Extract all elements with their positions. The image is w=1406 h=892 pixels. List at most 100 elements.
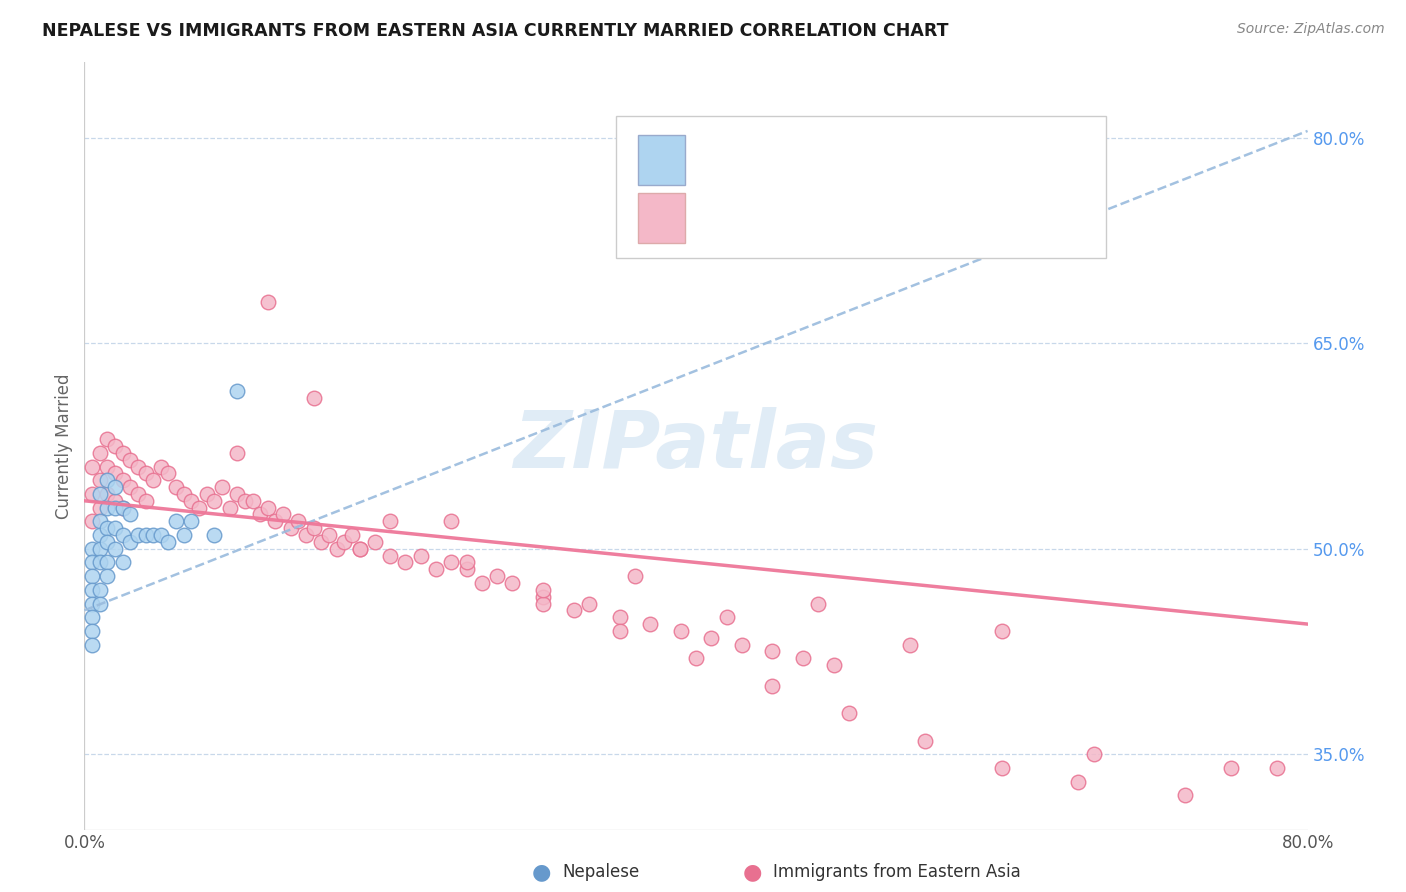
Point bbox=[991, 761, 1014, 775]
Point bbox=[111, 500, 134, 515]
Point bbox=[1174, 789, 1197, 803]
Point bbox=[89, 528, 111, 542]
Point bbox=[127, 487, 149, 501]
Point bbox=[1083, 747, 1105, 762]
Point bbox=[188, 500, 211, 515]
Point bbox=[96, 473, 118, 487]
Point bbox=[531, 582, 554, 597]
Point bbox=[111, 446, 134, 460]
Text: NEPALESE VS IMMIGRANTS FROM EASTERN ASIA CURRENTLY MARRIED CORRELATION CHART: NEPALESE VS IMMIGRANTS FROM EASTERN ASIA… bbox=[42, 22, 949, 40]
Point bbox=[609, 624, 631, 638]
Point bbox=[685, 651, 707, 665]
Text: ●: ● bbox=[531, 863, 551, 882]
Point bbox=[271, 508, 294, 522]
Point bbox=[807, 597, 830, 611]
Text: R =  0.095   N = 40: R = 0.095 N = 40 bbox=[703, 148, 887, 168]
Point bbox=[80, 610, 103, 624]
Point bbox=[456, 556, 478, 570]
Point bbox=[89, 514, 111, 528]
Text: Immigrants from Eastern Asia: Immigrants from Eastern Asia bbox=[773, 863, 1021, 881]
Point bbox=[149, 459, 172, 474]
Point bbox=[80, 624, 103, 638]
Point bbox=[1265, 761, 1288, 775]
Point bbox=[80, 514, 103, 528]
Point bbox=[531, 597, 554, 611]
Text: Source: ZipAtlas.com: Source: ZipAtlas.com bbox=[1237, 22, 1385, 37]
Point bbox=[440, 514, 463, 528]
Point bbox=[226, 487, 249, 501]
Point bbox=[89, 541, 111, 556]
Point bbox=[898, 638, 921, 652]
Point bbox=[89, 582, 111, 597]
Point bbox=[96, 556, 118, 570]
FancyBboxPatch shape bbox=[616, 116, 1105, 258]
Point bbox=[111, 473, 134, 487]
Point bbox=[96, 569, 118, 583]
Point bbox=[120, 534, 142, 549]
Point bbox=[202, 493, 225, 508]
Point bbox=[502, 576, 524, 591]
Point bbox=[609, 610, 631, 624]
Point bbox=[340, 528, 363, 542]
Point bbox=[96, 459, 118, 474]
Point bbox=[127, 459, 149, 474]
Point bbox=[104, 439, 127, 453]
Point bbox=[80, 569, 103, 583]
Y-axis label: Currently Married: Currently Married bbox=[55, 373, 73, 519]
Point bbox=[96, 487, 118, 501]
Point bbox=[96, 534, 118, 549]
Point bbox=[111, 556, 134, 570]
Point bbox=[380, 514, 402, 528]
Point bbox=[89, 487, 111, 501]
Point bbox=[226, 446, 249, 460]
Point bbox=[96, 500, 118, 515]
Point bbox=[120, 452, 142, 467]
Point bbox=[173, 487, 195, 501]
Point bbox=[135, 528, 157, 542]
Point bbox=[111, 500, 134, 515]
Point bbox=[218, 500, 240, 515]
Point bbox=[173, 528, 195, 542]
Point bbox=[135, 467, 157, 481]
Point bbox=[180, 514, 202, 528]
Point bbox=[394, 556, 416, 570]
Point bbox=[325, 541, 347, 556]
Point bbox=[89, 446, 111, 460]
Point bbox=[80, 597, 103, 611]
Point bbox=[104, 500, 127, 515]
Point bbox=[202, 528, 225, 542]
Point bbox=[142, 528, 165, 542]
Point bbox=[104, 493, 127, 508]
FancyBboxPatch shape bbox=[638, 193, 685, 243]
Point bbox=[80, 638, 103, 652]
Point bbox=[80, 556, 103, 570]
Point bbox=[233, 493, 256, 508]
Point bbox=[165, 480, 187, 494]
Point bbox=[700, 631, 723, 645]
Point bbox=[669, 624, 692, 638]
Point bbox=[242, 493, 264, 508]
Point bbox=[838, 706, 860, 720]
Point bbox=[264, 514, 287, 528]
Point bbox=[257, 500, 280, 515]
Point bbox=[409, 549, 432, 563]
Point bbox=[89, 597, 111, 611]
Point bbox=[104, 467, 127, 481]
Point bbox=[127, 528, 149, 542]
Point bbox=[624, 569, 647, 583]
Point bbox=[111, 528, 134, 542]
Point bbox=[302, 521, 325, 535]
Point bbox=[456, 562, 478, 576]
Point bbox=[578, 597, 600, 611]
Point bbox=[280, 521, 302, 535]
Point bbox=[89, 500, 111, 515]
Point bbox=[226, 384, 249, 399]
Point bbox=[180, 493, 202, 508]
Point bbox=[471, 576, 494, 591]
Point bbox=[914, 733, 936, 747]
Point bbox=[142, 473, 165, 487]
Point bbox=[716, 610, 738, 624]
Point bbox=[287, 514, 309, 528]
Point bbox=[257, 295, 280, 310]
Point bbox=[562, 603, 585, 617]
